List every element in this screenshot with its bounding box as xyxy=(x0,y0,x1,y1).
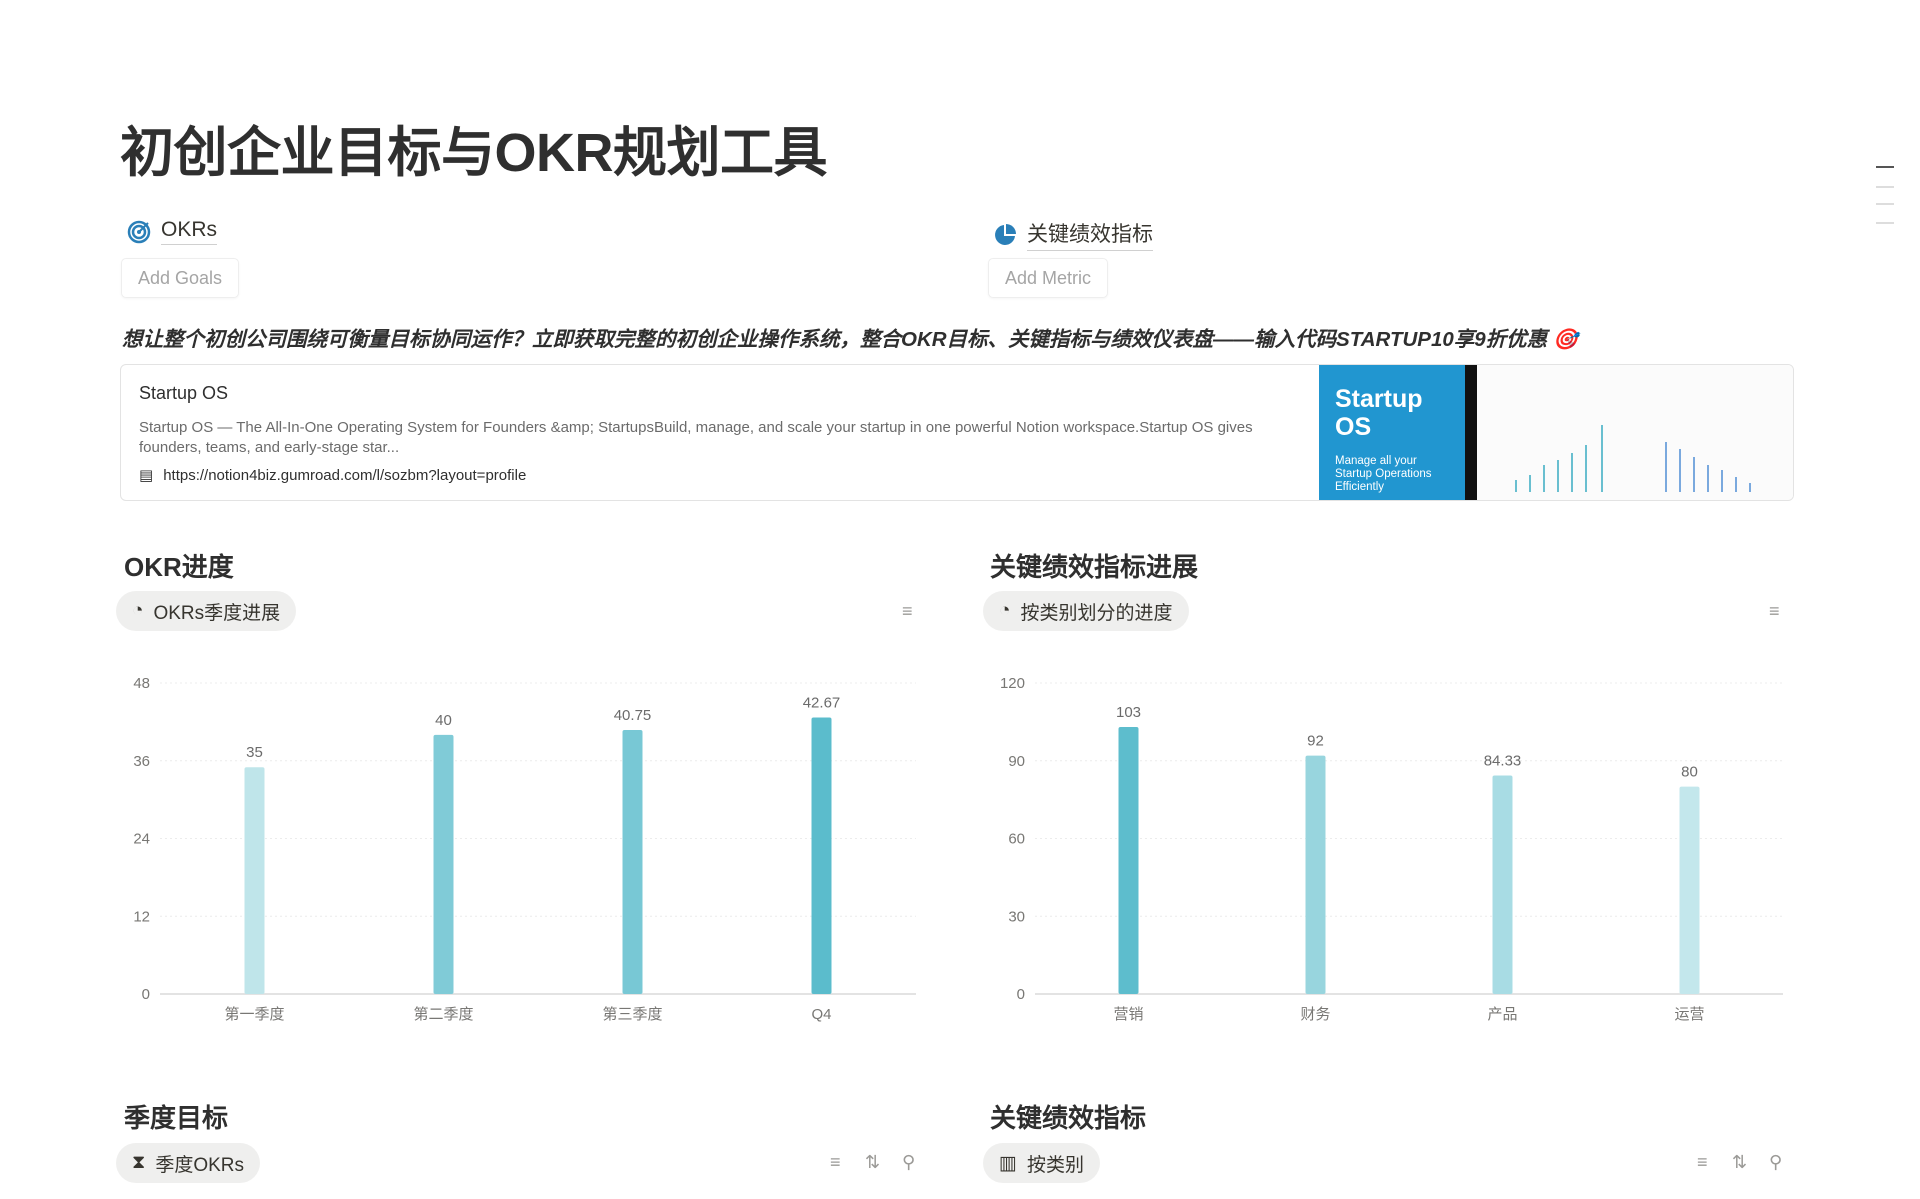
x-tick-label: Q4 xyxy=(811,1006,831,1023)
kpi-view-tab[interactable]: ◔ 按类别划分的进度 xyxy=(983,591,1189,631)
okrs-link[interactable]: OKRs xyxy=(127,218,218,245)
y-tick-label: 24 xyxy=(133,831,150,848)
data-label: 42.67 xyxy=(803,695,841,712)
data-label: 92 xyxy=(1307,733,1324,750)
board-icon: ▥ xyxy=(999,1152,1017,1174)
data-label: 35 xyxy=(246,744,263,761)
quarterly-goals-heading: 季度目标 xyxy=(124,1103,229,1133)
data-label: 40.75 xyxy=(614,707,652,724)
target-icon xyxy=(127,220,151,243)
sort-icon[interactable]: ⇅ xyxy=(1732,1152,1748,1172)
hourglass-icon: ⧗ xyxy=(132,1152,146,1173)
quarterly-view-label: 季度OKRs xyxy=(155,1154,245,1176)
data-label: 103 xyxy=(1116,704,1141,721)
okr-view-label: OKRs季度进展 xyxy=(153,602,281,624)
x-tick-label: 第一季度 xyxy=(224,1005,284,1023)
y-tick-label: 0 xyxy=(1017,986,1025,1003)
kpi-link-label: 关键绩效指标 xyxy=(1027,218,1153,251)
thumb-subtitle: Manage all your Startup Operations Effic… xyxy=(1335,455,1432,493)
add-goals-button[interactable]: Add Goals xyxy=(121,258,240,298)
link-favicon-icon: ▤ xyxy=(139,467,154,484)
page-title: 初创企业目标与OKR规划工具 xyxy=(120,123,828,183)
y-tick-label: 90 xyxy=(1008,753,1025,770)
kpi-progress-chart: 0 30 60 90 120 103 营销 92 财务 84.33 产品 80 运营 xyxy=(1000,675,1783,1023)
data-label: 40 xyxy=(435,712,452,729)
filter-icon[interactable]: ≡ xyxy=(830,1152,841,1172)
okrs-link-label: OKRs xyxy=(161,218,218,245)
promo-text: 想让整个初创公司围绕可衡量目标协同运作？立即获取完整的初创企业操作系统，整合OK… xyxy=(122,328,1579,351)
toc-marker[interactable] xyxy=(1876,186,1894,188)
y-tick-label: 12 xyxy=(133,908,150,925)
thumb-title: Startup OS xyxy=(1335,385,1423,441)
bar xyxy=(1492,775,1513,994)
bar xyxy=(622,729,643,994)
search-icon[interactable]: ⚲ xyxy=(902,1152,916,1172)
bookmark-description: Startup OS — The All-In-One Operating Sy… xyxy=(139,419,1253,456)
bookmark-card[interactable]: Startup OS Startup OS — The All-In-One O… xyxy=(120,364,1794,501)
kpi-progress-heading: 关键绩效指标进展 xyxy=(990,552,1199,582)
toc-marker[interactable] xyxy=(1876,203,1894,205)
y-tick-label: 36 xyxy=(133,753,150,770)
bar xyxy=(244,767,265,994)
toc-marker[interactable] xyxy=(1876,166,1894,168)
x-tick-label: 运营 xyxy=(1674,1006,1704,1023)
y-tick-label: 60 xyxy=(1008,831,1025,848)
kpi-board-label: 按类别 xyxy=(1026,1154,1084,1176)
x-tick-label: 产品 xyxy=(1487,1006,1517,1023)
bar xyxy=(1679,786,1700,994)
thumb-screenshot xyxy=(1477,365,1793,500)
okr-view-tab[interactable]: ◔ OKRs季度进展 xyxy=(116,591,297,631)
x-tick-label: 营销 xyxy=(1113,1006,1143,1023)
data-label: 80 xyxy=(1681,764,1698,781)
bar xyxy=(811,717,832,994)
filter-icon[interactable]: ≡ xyxy=(1769,601,1780,621)
sort-icon[interactable]: ⇅ xyxy=(865,1152,881,1172)
filter-icon[interactable]: ≡ xyxy=(902,601,913,621)
search-icon[interactable]: ⚲ xyxy=(1769,1152,1783,1172)
okr-progress-chart: 0 12 24 36 48 35 第一季度 40 第二季度 40.75 第三季度 42.67 Q4 xyxy=(133,675,916,1023)
add-metric-button[interactable]: Add Metric xyxy=(988,258,1109,298)
filter-icon[interactable]: ≡ xyxy=(1697,1152,1708,1172)
kpi-view-label: 按类别划分的进度 xyxy=(1020,602,1173,624)
x-tick-label: 财务 xyxy=(1300,1006,1330,1023)
okr-progress-heading: OKR进度 xyxy=(124,552,234,582)
kpi-heading: 关键绩效指标 xyxy=(990,1103,1147,1133)
data-label: 84.33 xyxy=(1484,752,1522,769)
bar xyxy=(433,734,454,994)
chart-icon: ◔ xyxy=(132,600,144,621)
y-tick-label: 120 xyxy=(1000,675,1025,692)
bar xyxy=(1118,727,1139,994)
bar xyxy=(1305,755,1326,994)
x-tick-label: 第三季度 xyxy=(602,1005,662,1023)
toc-marker[interactable] xyxy=(1876,222,1894,224)
chart-icon: ◔ xyxy=(999,600,1011,621)
y-tick-label: 0 xyxy=(142,986,150,1003)
bookmark-thumbnail: Startup OS Manage all your Startup Operat… xyxy=(1319,365,1793,500)
kpi-link[interactable]: 关键绩效指标 xyxy=(993,218,1153,251)
pie-chart-icon xyxy=(995,223,1016,245)
y-tick-label: 48 xyxy=(133,675,150,692)
quarterly-view-tab[interactable]: ⧗ 季度OKRs xyxy=(116,1143,261,1183)
bookmark-title: Startup OS xyxy=(139,383,229,403)
y-tick-label: 30 xyxy=(1008,908,1025,925)
kpi-board-tab[interactable]: ▥ 按类别 xyxy=(983,1143,1100,1183)
x-tick-label: 第二季度 xyxy=(413,1005,473,1023)
bookmark-url[interactable]: https://notion4biz.gumroad.com/l/sozbm?l… xyxy=(163,466,527,484)
